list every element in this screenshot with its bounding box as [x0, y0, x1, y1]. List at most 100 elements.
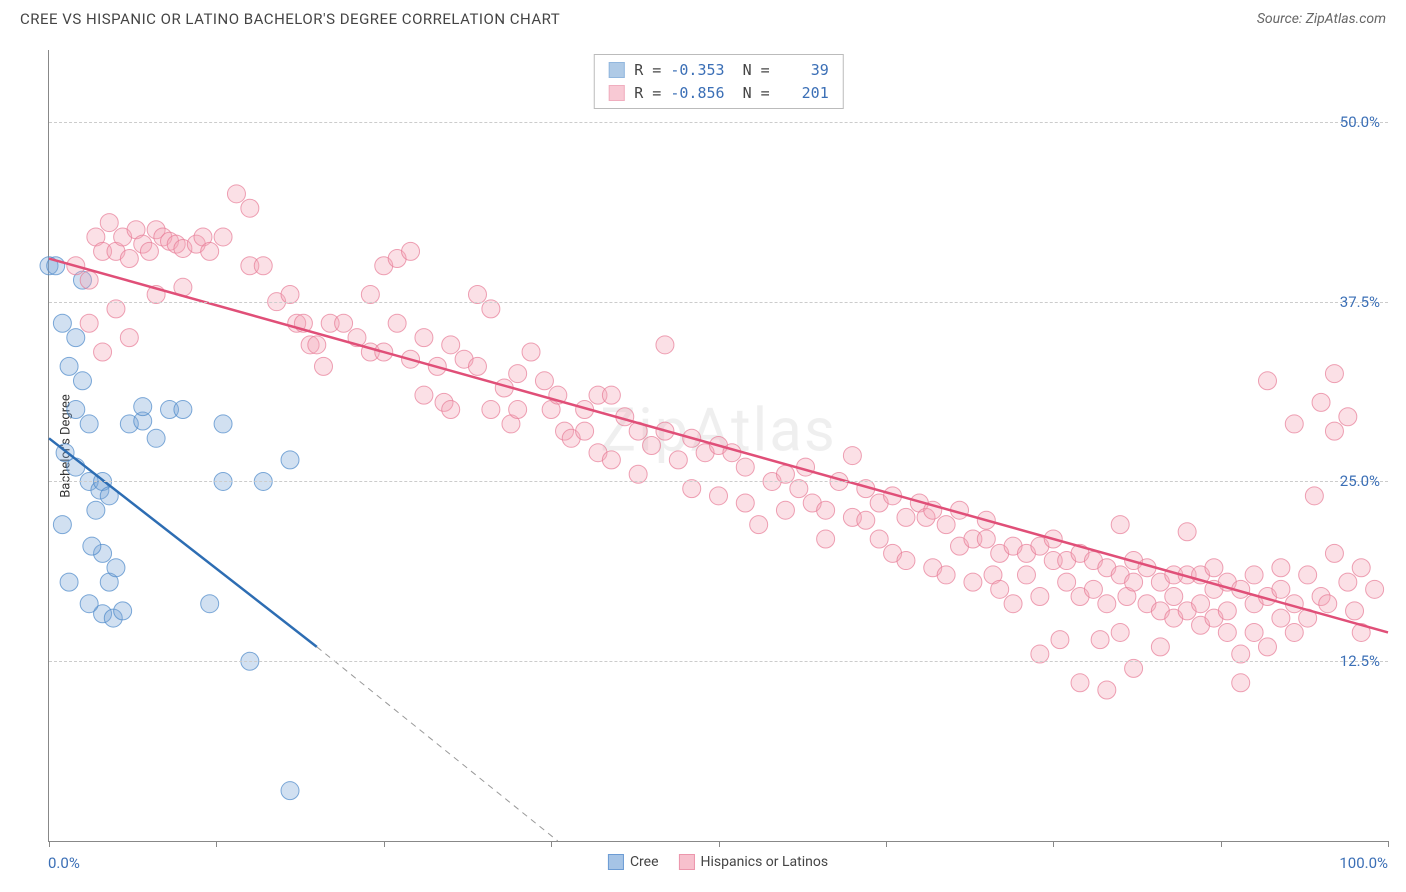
data-point — [1325, 422, 1343, 440]
data-point — [201, 242, 219, 260]
data-point — [1098, 681, 1116, 699]
data-point — [482, 401, 500, 419]
data-point — [736, 494, 754, 512]
legend-row: R = -0.353 N = 39 — [608, 59, 829, 82]
data-point — [174, 401, 192, 419]
data-point — [1071, 674, 1089, 692]
data-point — [147, 429, 165, 447]
y-tick-label: 25.0% — [1340, 472, 1380, 490]
data-point — [776, 501, 794, 519]
legend-row: R = -0.856 N = 201 — [608, 82, 829, 105]
data-point — [60, 357, 78, 375]
data-point — [1058, 573, 1076, 591]
data-point — [134, 398, 152, 416]
data-point — [656, 336, 674, 354]
data-point — [643, 437, 661, 455]
gridline — [49, 122, 1388, 123]
data-point — [750, 516, 768, 534]
data-point — [576, 422, 594, 440]
legend-label: Hispanics or Latinos — [701, 854, 829, 870]
data-point — [1245, 566, 1263, 584]
x-tick — [1388, 841, 1389, 847]
legend-swatch — [608, 854, 624, 870]
data-point — [120, 329, 138, 347]
data-point — [710, 487, 728, 505]
data-point — [80, 271, 98, 289]
data-point — [870, 530, 888, 548]
data-point — [80, 595, 98, 613]
data-point — [80, 415, 98, 433]
data-point — [1272, 580, 1290, 598]
scatter-svg — [49, 50, 1388, 841]
x-tick — [1053, 841, 1054, 847]
data-point — [1299, 566, 1317, 584]
gridline — [49, 481, 1388, 482]
x-tick — [551, 841, 552, 847]
data-point — [1084, 580, 1102, 598]
data-point — [736, 458, 754, 476]
data-point — [53, 314, 71, 332]
data-point — [241, 199, 259, 217]
plot-area: ZipAtlas R = -0.353 N = 39R = -0.856 N =… — [48, 50, 1388, 842]
data-point — [281, 451, 299, 469]
data-point — [214, 228, 232, 246]
x-axis-max-label: 100.0% — [1339, 854, 1388, 872]
x-tick — [886, 841, 887, 847]
data-point — [1285, 415, 1303, 433]
data-point — [1017, 566, 1035, 584]
data-point — [1051, 631, 1069, 649]
data-point — [140, 242, 158, 260]
data-point — [94, 343, 112, 361]
data-point — [80, 314, 98, 332]
data-point — [1325, 365, 1343, 383]
data-point — [977, 530, 995, 548]
data-point — [817, 530, 835, 548]
data-point — [308, 336, 326, 354]
data-point — [73, 372, 91, 390]
data-point — [1218, 602, 1236, 620]
data-point — [669, 451, 687, 469]
data-point — [1352, 559, 1370, 577]
data-point — [1272, 559, 1290, 577]
gridline — [49, 661, 1388, 662]
legend-swatch — [608, 85, 624, 101]
data-point — [1178, 523, 1196, 541]
trend-line-extension — [317, 647, 558, 841]
data-point — [509, 365, 527, 383]
data-point — [1091, 631, 1109, 649]
legend-swatch — [679, 854, 695, 870]
data-point — [1218, 623, 1236, 641]
data-point — [83, 537, 101, 555]
data-point — [1192, 595, 1210, 613]
data-point — [1258, 638, 1276, 656]
data-point — [281, 782, 299, 800]
data-point — [201, 595, 219, 613]
x-tick — [1221, 841, 1222, 847]
legend-label: Cree — [630, 854, 659, 870]
data-point — [468, 357, 486, 375]
chart-title: CREE VS HISPANIC OR LATINO BACHELOR'S DE… — [20, 10, 560, 28]
data-point — [602, 451, 620, 469]
data-point — [314, 357, 332, 375]
data-point — [214, 415, 232, 433]
legend-stats: R = -0.856 N = 201 — [634, 82, 829, 105]
data-point — [897, 552, 915, 570]
data-point — [964, 573, 982, 591]
data-point — [67, 401, 85, 419]
data-point — [1325, 544, 1343, 562]
trend-line — [49, 259, 1388, 633]
data-point — [415, 329, 433, 347]
data-point — [1125, 573, 1143, 591]
correlation-legend: R = -0.353 N = 39R = -0.856 N = 201 — [593, 54, 844, 109]
legend-stats: R = -0.353 N = 39 — [634, 59, 829, 82]
data-point — [1245, 623, 1263, 641]
data-point — [937, 516, 955, 534]
x-tick — [49, 841, 50, 847]
data-point — [1319, 595, 1337, 613]
data-point — [1285, 623, 1303, 641]
data-point — [67, 329, 85, 347]
data-point — [991, 580, 1009, 598]
legend-item: Hispanics or Latinos — [679, 854, 829, 870]
x-tick — [384, 841, 385, 847]
data-point — [897, 508, 915, 526]
